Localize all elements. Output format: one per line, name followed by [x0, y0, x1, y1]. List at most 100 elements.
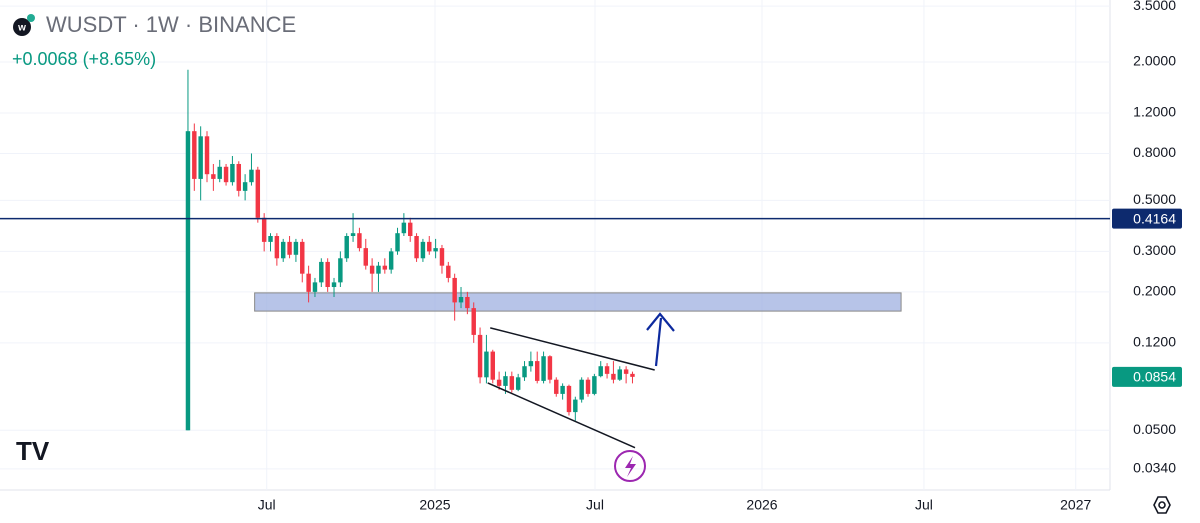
candle-body — [363, 248, 368, 266]
symbol-title: WUSDT · 1W · BINANCE — [46, 12, 296, 37]
candle-body — [293, 241, 299, 255]
candle-body — [496, 379, 502, 386]
candle-body — [427, 241, 432, 252]
candle-body — [585, 379, 591, 394]
price-label-box — [1112, 366, 1182, 387]
candle-body — [458, 297, 464, 303]
price-label: 0.4164 — [1133, 210, 1176, 226]
candle-body — [198, 136, 203, 179]
y-tick-label: 0.1200 — [1133, 334, 1176, 350]
candle-body — [509, 376, 515, 390]
candle-body — [490, 351, 495, 380]
candle-body — [623, 369, 629, 374]
candle-body — [319, 261, 324, 283]
y-tick-label: 2.0000 — [1133, 53, 1176, 69]
candle-body — [484, 351, 489, 378]
price-label: 0.0854 — [1133, 369, 1176, 385]
candle-body — [439, 248, 445, 266]
candle-body — [369, 265, 375, 274]
candle-body — [306, 273, 311, 292]
x-tick-label: Jul — [258, 497, 276, 513]
grid — [0, 0, 1110, 490]
candle-body — [204, 136, 210, 175]
lightning-icon — [625, 456, 636, 477]
candle-body — [268, 236, 273, 242]
x-tick-label: Jul — [586, 497, 604, 513]
lightning-button[interactable] — [614, 450, 646, 482]
settings-icon — [1158, 501, 1166, 509]
candle-body — [300, 241, 305, 274]
candle-body — [280, 241, 286, 259]
candle-body — [528, 361, 534, 367]
candle-body — [230, 163, 235, 183]
candle-body — [598, 366, 603, 377]
candle-body — [211, 174, 216, 179]
settings-button[interactable] — [1153, 496, 1171, 514]
candle-body — [185, 131, 191, 431]
y-tick-label: 0.3000 — [1133, 242, 1176, 258]
candle-body — [566, 385, 572, 413]
candle-body — [249, 169, 254, 183]
candle-body — [242, 182, 248, 191]
candle-body — [541, 356, 546, 381]
candle-body — [407, 222, 413, 237]
candle-body — [192, 131, 197, 179]
candle-body — [344, 236, 349, 259]
logo — [13, 18, 31, 36]
candle-body — [452, 277, 457, 303]
candle-body — [522, 366, 527, 378]
candle-body — [414, 236, 419, 259]
arrow-drawing — [646, 312, 675, 367]
logo-badge — [27, 14, 35, 22]
trend-line — [487, 382, 636, 449]
candle-body — [217, 166, 222, 179]
candle-body — [617, 369, 622, 380]
candle-body — [287, 241, 292, 255]
candle-body — [376, 265, 381, 274]
candle-body — [471, 308, 476, 335]
y-tick-label: 0.0500 — [1133, 421, 1176, 437]
candle-body — [547, 356, 553, 380]
candle-body — [503, 376, 508, 386]
zone-rectangle — [254, 292, 902, 312]
candle-body — [420, 241, 426, 259]
logo-glyph: w — [17, 23, 26, 34]
candle-body — [477, 334, 483, 378]
candle-body — [573, 399, 578, 413]
candle-body — [331, 282, 337, 288]
candle-body — [433, 248, 438, 252]
y-tick-label: 0.0340 — [1133, 460, 1176, 476]
price-label-box — [1112, 208, 1182, 229]
candle-body — [395, 233, 400, 252]
x-tick-label: Jul — [915, 497, 933, 513]
candle-body — [604, 366, 610, 374]
y-tick-label: 3.5000 — [1133, 0, 1176, 13]
tv-logo: TV — [16, 436, 50, 466]
plot — [0, 69, 1110, 449]
candle-body — [325, 261, 330, 288]
candle-body — [312, 282, 318, 292]
candle-body — [223, 166, 229, 183]
y-tick-label: 0.2000 — [1133, 283, 1176, 299]
x-tick-label: 2027 — [1060, 497, 1091, 513]
candle-body — [261, 217, 267, 242]
candle-body — [255, 169, 261, 218]
candle-body — [446, 265, 451, 278]
x-tick-label: 2025 — [419, 497, 450, 513]
candle-body — [579, 379, 584, 400]
candle-body — [554, 379, 559, 394]
candle-body — [630, 373, 635, 377]
candle-body — [388, 251, 394, 270]
y-tick-label: 1.2000 — [1133, 104, 1176, 120]
candle-body — [236, 163, 241, 191]
candle-body — [465, 297, 470, 309]
candle-body — [611, 373, 616, 380]
candle-body — [515, 377, 521, 390]
y-tick-label: 0.5000 — [1133, 191, 1176, 207]
candle-body — [357, 233, 362, 249]
trend-line — [490, 327, 655, 371]
candle-body — [274, 236, 280, 259]
candle-body — [401, 222, 407, 234]
